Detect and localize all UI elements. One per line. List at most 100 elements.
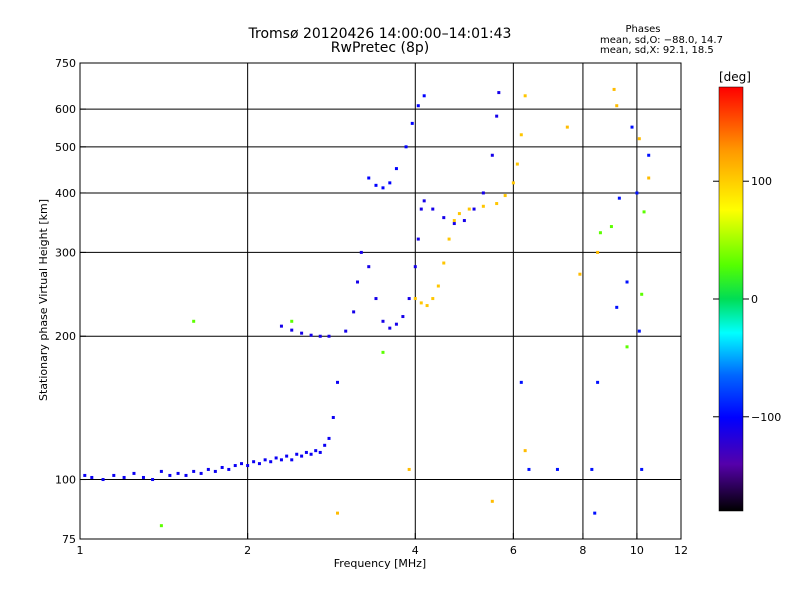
data-point: [176, 471, 180, 475]
data-point: [447, 237, 451, 241]
colorbar-tick-label: 0: [751, 293, 758, 306]
data-point: [184, 473, 188, 477]
data-point: [314, 449, 318, 453]
data-point: [83, 473, 87, 477]
data-point: [300, 331, 304, 335]
data-point: [331, 415, 335, 419]
x-axis: 1 2 4 6 8 10 12: [77, 533, 688, 557]
data-point: [416, 237, 420, 241]
data-point: [452, 219, 456, 223]
data-point: [462, 219, 466, 223]
y-tick-label: 300: [55, 246, 76, 259]
data-point: [279, 324, 283, 328]
stats-x-line: mean, sd,X: 92.1, 18.5: [600, 45, 714, 56]
data-point: [472, 207, 476, 211]
data-point: [523, 449, 527, 453]
x-tick-label: 2: [244, 544, 251, 557]
data-point: [410, 121, 414, 125]
colorbar: [718, 86, 744, 512]
data-point: [519, 133, 523, 137]
data-point: [304, 450, 308, 454]
data-point: [436, 284, 440, 288]
data-point: [90, 475, 94, 479]
x-tick-label: 1: [77, 544, 84, 557]
data-point: [490, 153, 494, 157]
data-point: [495, 202, 499, 206]
data-point: [422, 199, 426, 203]
data-point: [388, 181, 392, 185]
data-point: [425, 304, 429, 308]
grid: [79, 63, 682, 539]
data-point: [367, 176, 371, 180]
data-point: [647, 153, 651, 157]
data-point: [356, 280, 360, 284]
chart-title: Tromsø 20120426 14:00:00–14:01:43: [248, 26, 512, 42]
data-point: [279, 458, 283, 462]
y-tick-label: 600: [55, 103, 76, 116]
data-point: [336, 511, 340, 515]
data-point: [374, 297, 378, 301]
data-point: [274, 456, 278, 460]
data-point: [495, 114, 499, 118]
data-point: [593, 511, 597, 515]
data-point: [578, 272, 582, 276]
data-point: [630, 125, 634, 129]
data-point: [431, 207, 435, 211]
data-point: [647, 176, 651, 180]
x-tick-label: 8: [579, 544, 586, 557]
data-point: [290, 458, 294, 462]
data-point: [625, 345, 629, 349]
data-points: [83, 87, 651, 528]
data-point: [596, 380, 600, 384]
colorbar-tick-label: 100: [751, 175, 772, 188]
data-point: [565, 125, 569, 129]
data-point: [442, 261, 446, 265]
data-point: [295, 452, 299, 456]
data-point: [112, 473, 116, 477]
data-point: [635, 191, 639, 195]
data-point: [413, 297, 417, 301]
chart-subtitle: RwPretec (8p): [331, 40, 429, 56]
x-axis-label: Frequency [MHz]: [334, 557, 426, 570]
data-point: [141, 475, 145, 479]
y-tick-label: 100: [55, 474, 76, 487]
data-point: [615, 104, 619, 108]
data-point: [637, 329, 641, 333]
y-tick-label: 400: [55, 187, 76, 200]
data-point: [481, 204, 485, 208]
data-point: [352, 310, 356, 314]
data-point: [318, 334, 322, 338]
data-point: [233, 464, 237, 468]
y-tick-label: 75: [62, 533, 76, 546]
data-point: [637, 137, 641, 141]
data-point: [327, 334, 331, 338]
data-point: [642, 210, 646, 214]
data-point: [401, 315, 405, 319]
data-point: [252, 460, 256, 464]
data-point: [625, 280, 629, 284]
data-point: [419, 207, 423, 211]
x-tick-label: 10: [630, 544, 644, 557]
data-point: [213, 469, 217, 473]
data-point: [419, 301, 423, 305]
data-point: [199, 471, 203, 475]
data-point: [240, 462, 244, 466]
data-point: [407, 297, 411, 301]
data-point: [323, 443, 327, 447]
data-point: [381, 350, 385, 354]
data-point: [246, 464, 250, 468]
data-point: [598, 231, 602, 235]
data-point: [192, 319, 196, 323]
data-point: [168, 473, 172, 477]
data-point: [206, 467, 210, 471]
data-point: [497, 91, 501, 95]
data-point: [511, 181, 515, 185]
data-point: [394, 167, 398, 171]
data-point: [452, 222, 456, 226]
data-point: [336, 380, 340, 384]
data-point: [132, 471, 136, 475]
plot-frame: [79, 62, 682, 540]
y-axis: 75 100 200 300 400 500 600 750: [55, 57, 86, 546]
data-point: [159, 524, 163, 528]
